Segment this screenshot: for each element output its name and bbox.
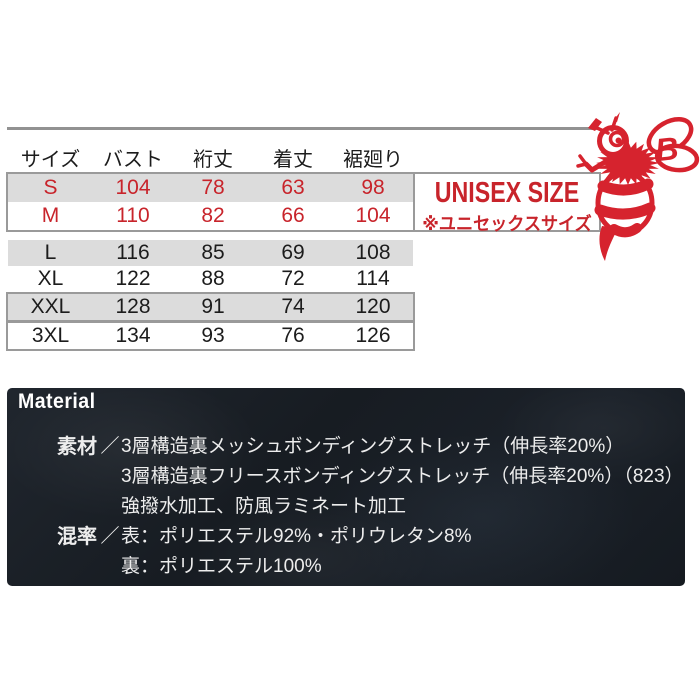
size-cell: 3XL <box>31 324 70 347</box>
material-line-separator: ／ <box>100 526 120 547</box>
size-row-box-xxl: XXL 128 91 74 120 <box>6 292 415 322</box>
size-row-xl: XL 122 88 72 114 <box>8 266 413 292</box>
bee-antenna <box>595 126 610 135</box>
material-line: 3層構造裏フリースボンディングストレッチ（伸長率20%）（823） <box>57 462 684 492</box>
size-row-3xl: 3XL 134 93 76 126 <box>8 323 413 349</box>
material-line: 混率／表：ポリエステル92%・ポリウレタン8% <box>57 522 679 552</box>
size-cell: M <box>41 204 60 227</box>
size-cell: 72 <box>281 267 305 290</box>
material-line-separator <box>99 462 121 492</box>
size-cell: 88 <box>201 267 225 290</box>
size-cell: 126 <box>355 324 391 347</box>
material-line-text: 3層構造裏フリースボンディングストレッチ（伸長率20%）（823） <box>121 466 684 487</box>
material-line-text: 裏：ポリエステル100% <box>121 556 322 577</box>
unisex-subtitle: ※ユニセックスサイズ <box>422 214 592 234</box>
size-cell: 76 <box>281 324 305 347</box>
size-cell: 134 <box>115 324 151 347</box>
size-cell: 66 <box>281 204 305 227</box>
size-cell: 91 <box>201 295 225 318</box>
size-cell: 78 <box>201 176 225 199</box>
material-line: 素材／ 3層構造裏メッシュボンディングストレッチ（伸長率20%） <box>57 432 679 462</box>
material-title: Material <box>18 390 96 413</box>
bee-antenna-club <box>588 118 602 131</box>
material-line-text: 3層構造裏メッシュボンディングストレッチ（伸長率20%） <box>121 436 625 457</box>
material-line-text: 表：ポリエステル92%・ポリウレタン8% <box>121 526 472 547</box>
material-line-text: 強撥水加工、防風ラミネート加工 <box>121 496 407 517</box>
header-cell: 着丈 <box>273 149 313 171</box>
material-line-label: 素材 <box>57 436 97 458</box>
size-cell: 114 <box>356 267 390 290</box>
size-row-slot-xl: XL 122 88 72 114 <box>8 266 413 292</box>
material-panel: Material 素材／ 3層構造裏メッシュボンディングストレッチ（伸長率20%）… <box>7 388 685 586</box>
divider-line <box>7 127 597 130</box>
material-line: 強撥水加工、防風ラミネート加工 <box>57 492 679 522</box>
unisex-title: UNISEX SIZE <box>434 177 580 209</box>
material-line-label <box>57 492 99 522</box>
size-cell: 110 <box>116 204 150 227</box>
size-cell: 128 <box>115 295 151 318</box>
material-line-label: 混率 <box>57 526 97 548</box>
size-cell: 82 <box>201 204 225 227</box>
header-cell: 裄丈 <box>193 149 233 171</box>
material-line: 裏：ポリエステル100% <box>57 552 679 582</box>
material-line-separator: ／ <box>100 436 120 457</box>
unisex-size-badge: UNISEX SIZE ※ユニセックスサイズ <box>413 172 601 234</box>
header-cell: サイズ <box>20 149 81 171</box>
bee-wing-letter: B <box>653 130 680 168</box>
header-cell: バスト <box>103 149 163 171</box>
size-cell: L <box>44 241 57 264</box>
size-cell: 116 <box>116 241 150 264</box>
bee-wings: B <box>646 117 700 173</box>
size-row-xxl: XXL 128 91 74 120 <box>8 294 413 320</box>
bee-stinger <box>599 226 618 261</box>
bee-stripe <box>594 202 656 220</box>
bee-hand-tool <box>576 154 588 168</box>
material-lines: 素材／ 3層構造裏メッシュボンディングストレッチ（伸長率20%） 3層構造裏フリース… <box>57 432 684 582</box>
size-cell: 104 <box>115 176 151 199</box>
size-cell: 69 <box>281 241 305 264</box>
bee-mascot-icon: B <box>576 112 700 261</box>
material-line-separator <box>99 492 121 522</box>
size-cell: 120 <box>355 295 391 318</box>
header-cell: 裾廻り <box>343 149 403 171</box>
size-table-header: サイズ バスト 裄丈 着丈 裾廻り <box>8 147 413 173</box>
bee-stripe <box>597 178 654 196</box>
bee-arm <box>583 159 608 173</box>
size-row-l: L 116 85 69 108 <box>8 240 413 266</box>
size-cell: 104 <box>355 204 391 227</box>
size-cell: 74 <box>281 295 305 318</box>
size-cell: XXL <box>30 295 71 318</box>
material-line-label <box>57 552 99 582</box>
bee-pupil <box>615 137 622 144</box>
size-cell: S <box>43 176 58 199</box>
size-row-box-3xl: 3XL 134 93 76 126 <box>6 321 415 351</box>
material-line-separator <box>99 552 121 582</box>
size-cell: 122 <box>115 267 151 290</box>
size-row-s: S 104 78 63 98 <box>8 174 413 202</box>
size-cell: 63 <box>281 176 305 199</box>
size-cell: 85 <box>201 241 225 264</box>
size-cell: 93 <box>201 324 225 347</box>
bee-antenna-tip <box>614 112 620 122</box>
size-rows-s-m-group: S 104 78 63 98 M 110 82 66 104 <box>6 172 415 232</box>
size-cell: XL <box>37 267 64 290</box>
size-row-slot-l: L 116 85 69 108 <box>8 240 413 266</box>
size-cell: 98 <box>361 176 385 199</box>
size-cell: 108 <box>355 241 391 264</box>
size-row-m: M 110 82 66 104 <box>8 202 413 230</box>
material-line-label <box>57 462 99 492</box>
